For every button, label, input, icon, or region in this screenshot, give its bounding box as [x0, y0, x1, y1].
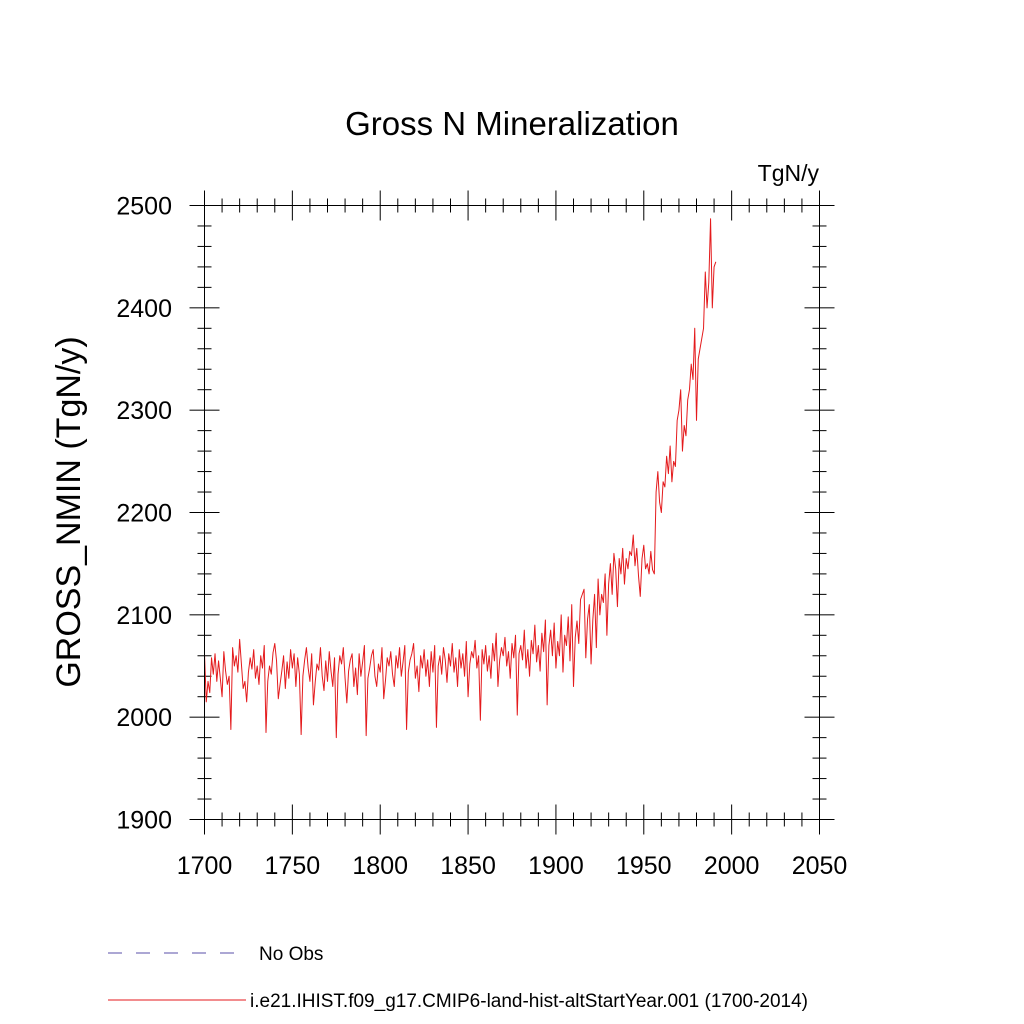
legend: No Obs i.e21.IHIST.f09_g17.CMIP6-land-hi… — [108, 944, 808, 1012]
x-tick-label: 2050 — [792, 852, 848, 880]
legend-label-model: i.e21.IHIST.f09_g17.CMIP6-land-hist-altS… — [250, 991, 808, 1012]
y-tick-label: 2500 — [116, 193, 172, 221]
y-tick-label: 1900 — [116, 807, 172, 835]
y-axis-label: GROSS_NMIN (TgN/y) — [50, 336, 88, 687]
x-tick-label: 1900 — [528, 852, 584, 880]
x-tick-label: 1950 — [616, 852, 672, 880]
y-tick-label: 2400 — [116, 295, 172, 323]
legend-label-no-obs: No Obs — [259, 944, 323, 965]
units-label: TgN/y — [758, 160, 820, 186]
plot-frame — [204, 205, 820, 820]
x-tick-label: 1700 — [177, 852, 233, 880]
tick-labels: 1700 1750 1800 1850 1900 1950 2000 2050 1900 2000… — [116, 193, 847, 881]
y-tick-label: 2300 — [116, 397, 172, 425]
x-tick-label: 1750 — [265, 852, 321, 880]
y-tick-label: 2100 — [116, 602, 172, 630]
x-tick-label: 1850 — [440, 852, 496, 880]
axis-ticks — [189, 190, 835, 835]
series-line-0 — [204, 218, 717, 739]
chart-title: Gross N Mineralization — [345, 105, 679, 142]
y-tick-label: 2000 — [116, 704, 172, 732]
x-tick-label: 1800 — [352, 852, 408, 880]
plot-area — [204, 218, 717, 739]
y-tick-label: 2200 — [116, 500, 172, 528]
x-tick-label: 2000 — [704, 852, 760, 880]
